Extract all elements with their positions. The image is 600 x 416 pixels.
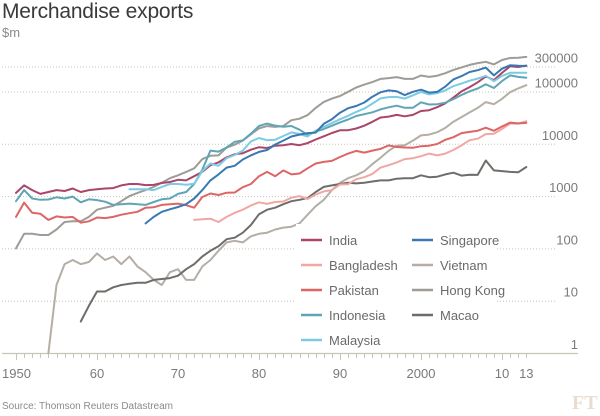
y-axis-labels: 1 10 100 1000 10000 100000 300000 [535, 51, 578, 352]
y-tick-label: 100000 [535, 76, 578, 91]
x-tick-label: 1950 [2, 366, 31, 381]
legend-label: Malaysia [329, 333, 381, 348]
legend-item-india: India [301, 233, 358, 248]
x-tick-label: 90 [333, 366, 347, 381]
source-note: Source: Thomson Reuters Datastream [2, 401, 174, 412]
x-axis [2, 352, 578, 360]
legend-item-pakistan: Pakistan [301, 283, 379, 298]
y-tick-label: 1000 [549, 180, 578, 195]
legend-label: Bangladesh [329, 258, 398, 273]
y-tick-label: 100 [556, 232, 578, 247]
x-tick-label: 70 [171, 366, 185, 381]
y-tick-label: 300000 [535, 51, 578, 66]
series-line-pakistan [15, 121, 528, 224]
x-tick-label: 80 [252, 366, 266, 381]
series-line-singapore [144, 64, 528, 225]
x-tick-label: 2000 [407, 366, 436, 381]
legend-label: Indonesia [329, 308, 386, 323]
series-line-hong-kong [15, 55, 528, 250]
x-tick-label: 13 [519, 366, 533, 381]
unit-label: $m [2, 25, 21, 40]
y-tick-label: 10 [564, 285, 578, 300]
series-line-malaysia [128, 71, 528, 192]
x-axis-labels: 1950 60 70 80 90 2000 10 13 [2, 366, 534, 381]
legend-item-vietnam: Vietnam [412, 258, 487, 273]
legend-label: India [329, 233, 358, 248]
legend-label: Pakistan [329, 283, 379, 298]
legend-label: Hong Kong [440, 283, 505, 298]
x-tick-label: 10 [495, 366, 509, 381]
legend-label: Singapore [440, 233, 499, 248]
series-lines [15, 55, 528, 354]
legend-item-hong-kong: Hong Kong [412, 283, 505, 298]
series-line-bangladesh [193, 120, 528, 223]
legend-background [296, 224, 496, 350]
legend-item-macao: Macao [412, 308, 479, 323]
y-tick-label: 1 [571, 337, 578, 352]
series-line-macao [79, 159, 528, 323]
series-line-vietnam [47, 84, 528, 354]
legend-label: Vietnam [440, 258, 487, 273]
y-tick-label: 10000 [542, 128, 578, 143]
legend-label: Macao [440, 308, 479, 323]
ft-logo: FT [572, 392, 598, 414]
gridlines [2, 66, 555, 302]
series-line-indonesia [15, 74, 528, 206]
legend-item-singapore: Singapore [412, 233, 499, 248]
x-tick-label: 60 [90, 366, 104, 381]
legend: India Bangladesh Pakistan Indonesia Malaysia… [296, 224, 505, 350]
legend-item-indonesia: Indonesia [301, 308, 386, 323]
legend-item-malaysia: Malaysia [301, 333, 381, 348]
legend-item-bangladesh: Bangladesh [301, 258, 398, 273]
chart-title: Merchandise exports [2, 0, 194, 23]
